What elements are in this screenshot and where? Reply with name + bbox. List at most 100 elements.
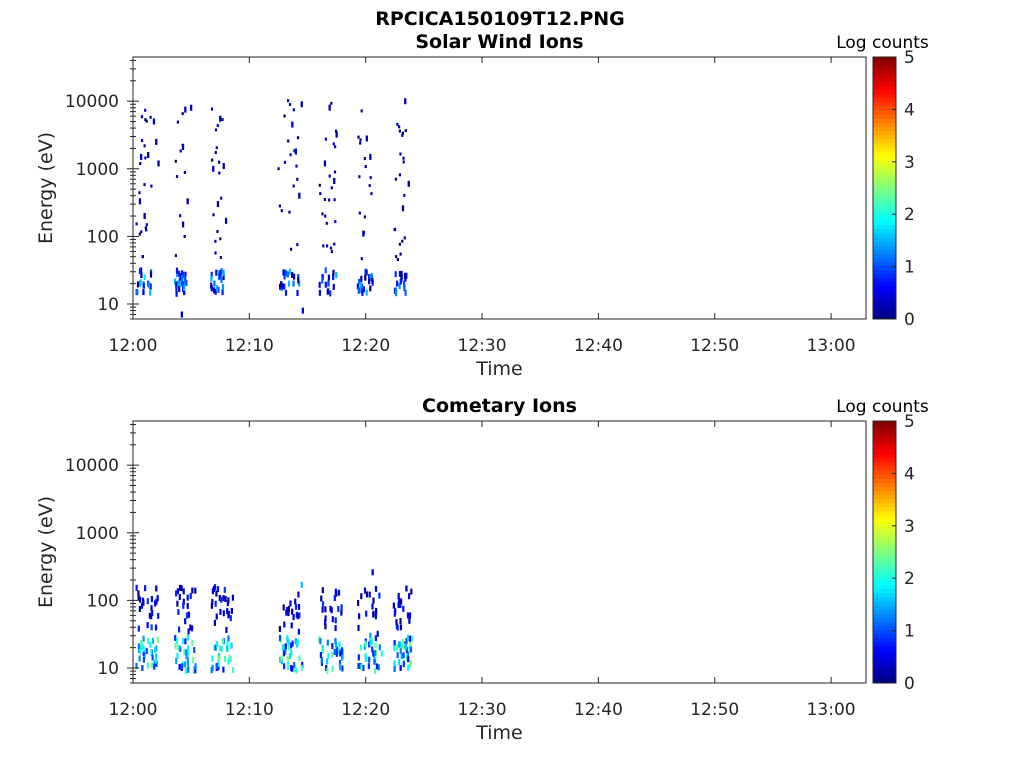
data-cell xyxy=(191,657,195,664)
colorbar-tick-label: 1 xyxy=(904,258,915,278)
colorbar-step xyxy=(873,539,896,545)
data-cell xyxy=(277,167,280,171)
data-cell xyxy=(371,277,374,284)
data-cell xyxy=(338,641,341,648)
data-cell xyxy=(358,211,361,215)
data-cell xyxy=(225,645,229,652)
data-cell xyxy=(408,593,411,600)
x-axis-label: Time xyxy=(475,358,523,380)
data-cell xyxy=(182,598,185,605)
data-cell xyxy=(185,653,188,660)
data-cell xyxy=(283,114,286,118)
data-cell xyxy=(194,663,197,670)
data-cell xyxy=(135,662,138,669)
data-cell xyxy=(213,644,216,651)
data-cell xyxy=(181,144,185,150)
data-cell xyxy=(291,121,294,128)
data-cell xyxy=(222,274,225,281)
data-cell xyxy=(324,623,327,630)
data-cell xyxy=(396,122,399,126)
colorbar-step xyxy=(873,609,896,614)
data-cell xyxy=(210,275,213,282)
colorbar-step xyxy=(873,81,896,87)
data-cell xyxy=(407,180,410,187)
data-cell xyxy=(140,230,143,234)
data-cell xyxy=(325,221,328,225)
data-cell xyxy=(404,129,407,133)
data-cell xyxy=(150,596,153,602)
data-cell xyxy=(142,282,145,289)
data-cell xyxy=(405,638,408,645)
data-cell xyxy=(288,103,292,106)
data-cell xyxy=(408,617,411,624)
data-cell xyxy=(399,618,402,624)
colorbar-step xyxy=(873,155,896,160)
data-cell xyxy=(286,271,289,278)
data-cell xyxy=(226,640,229,647)
data-cell xyxy=(186,602,189,609)
colorbar-step xyxy=(873,212,896,218)
data-cell xyxy=(326,288,329,295)
data-cell xyxy=(402,156,405,160)
data-cell xyxy=(220,277,223,284)
data-cell xyxy=(186,198,189,205)
data-cell xyxy=(404,643,407,650)
data-cell xyxy=(280,285,283,292)
data-cell xyxy=(139,596,142,603)
data-cell xyxy=(361,283,364,290)
colorbar-step xyxy=(873,490,896,496)
data-cell xyxy=(357,135,360,139)
data-cell xyxy=(211,655,214,662)
colorbar-step xyxy=(873,666,896,672)
colorbar-step xyxy=(873,670,896,676)
data-cell xyxy=(135,222,138,226)
data-cell xyxy=(360,593,363,600)
data-cell xyxy=(294,598,297,605)
data-cell xyxy=(298,612,301,619)
data-cell xyxy=(325,665,328,671)
data-cell xyxy=(217,660,220,667)
colorbar-step xyxy=(873,241,896,246)
data-cell xyxy=(137,643,140,650)
data-cell xyxy=(214,288,217,295)
data-cell xyxy=(147,152,150,158)
colorbar-step xyxy=(873,601,896,606)
colorbar-step xyxy=(873,543,896,549)
data-cell xyxy=(406,634,409,641)
x-tick-label: 12:40 xyxy=(574,700,623,720)
data-cell xyxy=(401,131,404,135)
data-cell xyxy=(214,644,217,651)
colorbar-step xyxy=(873,142,896,148)
colorbar-step xyxy=(873,597,896,602)
data-cell xyxy=(148,612,151,619)
colorbar-step xyxy=(873,216,896,222)
data-cell xyxy=(401,205,405,212)
data-cell xyxy=(397,598,401,605)
data-cell xyxy=(154,624,158,631)
data-cell xyxy=(288,280,291,287)
data-cell xyxy=(175,658,178,665)
data-cell xyxy=(183,661,187,668)
colorbar-step xyxy=(873,486,896,491)
data-cell xyxy=(145,648,148,655)
colorbar-step xyxy=(873,580,896,586)
data-cell xyxy=(367,663,370,670)
data-cell xyxy=(399,152,402,156)
data-cell xyxy=(181,275,184,282)
data-cell xyxy=(398,129,401,133)
data-cell xyxy=(231,594,234,601)
data-cell xyxy=(331,643,334,650)
data-cell xyxy=(406,651,410,658)
data-cell xyxy=(362,665,365,671)
data-cell xyxy=(177,270,181,277)
data-cell xyxy=(175,285,178,292)
data-cell xyxy=(395,290,398,297)
x-tick-label: 12:00 xyxy=(109,336,158,356)
data-cell xyxy=(409,660,412,667)
colorbar-step xyxy=(873,613,896,618)
colorbar-step xyxy=(873,269,896,275)
data-cell xyxy=(183,171,186,174)
data-cell xyxy=(231,667,235,674)
colorbar-step xyxy=(873,605,896,610)
